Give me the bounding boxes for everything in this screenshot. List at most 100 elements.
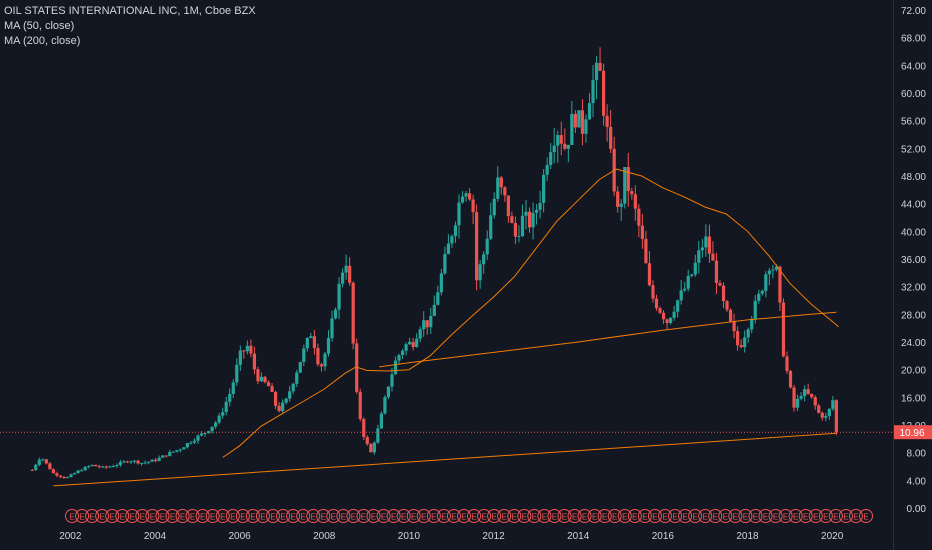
candle-down — [94, 464, 98, 467]
earnings-marker[interactable]: E — [507, 509, 522, 523]
earnings-marker[interactable]: E — [587, 509, 602, 523]
earnings-marker[interactable]: E — [376, 509, 391, 523]
earnings-marker[interactable]: E — [446, 509, 461, 523]
candle-up — [697, 250, 701, 263]
earnings-marker[interactable]: E — [266, 509, 281, 523]
earnings-marker[interactable]: E — [245, 509, 260, 523]
earnings-marker[interactable]: E — [456, 509, 471, 523]
earnings-marker-label: E — [411, 513, 416, 522]
earnings-marker[interactable]: E — [416, 509, 431, 523]
earnings-marker[interactable]: E — [567, 509, 582, 523]
earnings-marker[interactable]: E — [657, 509, 672, 523]
earnings-marker[interactable]: E — [808, 509, 823, 523]
earnings-marker[interactable]: E — [477, 509, 492, 523]
earnings-marker[interactable]: E — [828, 509, 843, 523]
earnings-marker-circle — [467, 509, 482, 523]
earnings-marker[interactable]: E — [105, 509, 120, 523]
earnings-marker[interactable]: E — [65, 509, 79, 523]
earnings-marker-circle — [859, 509, 873, 523]
earnings-marker[interactable]: E — [688, 509, 703, 523]
earnings-marker[interactable]: E — [788, 509, 803, 523]
earnings-marker[interactable]: E — [768, 509, 783, 523]
earnings-marker[interactable]: E — [426, 509, 441, 523]
earnings-marker[interactable]: E — [195, 509, 210, 523]
candle-down — [249, 345, 253, 354]
earnings-marker[interactable]: E — [145, 509, 160, 523]
earnings-marker[interactable]: E — [406, 509, 421, 523]
candle-up — [397, 355, 401, 361]
earnings-marker[interactable]: E — [185, 509, 200, 523]
earnings-marker[interactable]: E — [537, 509, 552, 523]
earnings-marker[interactable]: E — [627, 509, 642, 523]
earnings-marker[interactable]: E — [728, 509, 743, 523]
earnings-marker[interactable]: E — [487, 509, 502, 523]
earnings-marker-label: E — [793, 513, 798, 522]
earnings-marker[interactable]: E — [798, 509, 813, 523]
earnings-marker[interactable]: E — [205, 509, 220, 523]
earnings-marker[interactable]: E — [698, 509, 713, 523]
candle-up — [757, 293, 761, 301]
candle-up — [182, 447, 186, 450]
earnings-marker[interactable]: E — [708, 509, 723, 523]
y-tick-label: 48.00 — [901, 172, 926, 183]
earnings-marker[interactable]: E — [165, 509, 180, 523]
earnings-marker[interactable]: E — [175, 509, 190, 523]
earnings-marker[interactable]: E — [607, 509, 622, 523]
candle-up — [771, 269, 775, 271]
candle-up — [774, 266, 779, 270]
earnings-marker[interactable]: E — [778, 509, 793, 523]
earnings-marker[interactable]: E — [597, 509, 612, 523]
earnings-marker[interactable]: E — [818, 509, 833, 523]
earnings-marker[interactable]: E — [276, 509, 291, 523]
earnings-marker[interactable]: E — [848, 509, 863, 523]
earnings-marker[interactable]: E — [286, 509, 301, 523]
earnings-marker[interactable]: E — [859, 509, 873, 523]
earnings-marker-circle — [537, 509, 552, 523]
earnings-marker[interactable]: E — [75, 509, 90, 523]
earnings-marker[interactable]: E — [647, 509, 662, 523]
earnings-marker[interactable]: E — [637, 509, 652, 523]
earnings-marker[interactable]: E — [527, 509, 542, 523]
earnings-marker[interactable]: E — [557, 509, 572, 523]
earnings-marker[interactable]: E — [838, 509, 853, 523]
earnings-marker[interactable]: E — [617, 509, 632, 523]
candle-down — [644, 238, 648, 264]
earnings-marker[interactable]: E — [336, 509, 351, 523]
earnings-marker[interactable]: E — [135, 509, 150, 523]
earnings-marker[interactable]: E — [386, 509, 401, 523]
earnings-marker[interactable]: E — [215, 509, 230, 523]
earnings-marker[interactable]: E — [115, 509, 130, 523]
earnings-marker[interactable]: E — [467, 509, 482, 523]
earnings-marker[interactable]: E — [668, 509, 683, 523]
earnings-marker[interactable]: E — [758, 509, 773, 523]
earnings-marker[interactable]: E — [748, 509, 763, 523]
earnings-marker[interactable]: E — [155, 509, 170, 523]
earnings-marker[interactable]: E — [547, 509, 562, 523]
candle-up — [115, 465, 119, 467]
earnings-marker[interactable]: E — [255, 509, 270, 523]
earnings-marker[interactable]: E — [95, 509, 110, 523]
earnings-marker[interactable]: E — [316, 509, 331, 523]
earnings-marker[interactable]: E — [436, 509, 451, 523]
earnings-marker[interactable]: E — [718, 509, 733, 523]
earnings-marker[interactable]: E — [326, 509, 341, 523]
earnings-marker[interactable]: E — [366, 509, 381, 523]
earnings-marker[interactable]: E — [577, 509, 592, 523]
earnings-marker[interactable]: E — [396, 509, 411, 523]
earnings-marker[interactable]: E — [85, 509, 100, 523]
earnings-marker[interactable]: E — [517, 509, 532, 523]
earnings-marker[interactable]: E — [235, 509, 250, 523]
earnings-marker[interactable]: E — [306, 509, 321, 523]
candle-up — [577, 110, 581, 128]
earnings-marker[interactable]: E — [125, 509, 140, 523]
earnings-marker[interactable]: E — [356, 509, 371, 523]
earnings-marker[interactable]: E — [738, 509, 753, 523]
candle-down — [616, 191, 620, 207]
earnings-marker[interactable]: E — [678, 509, 693, 523]
earnings-marker[interactable]: E — [346, 509, 361, 523]
earnings-marker-label: E — [220, 513, 225, 522]
earnings-marker[interactable]: E — [296, 509, 311, 523]
earnings-marker[interactable]: E — [225, 509, 240, 523]
earnings-marker[interactable]: E — [497, 509, 512, 523]
